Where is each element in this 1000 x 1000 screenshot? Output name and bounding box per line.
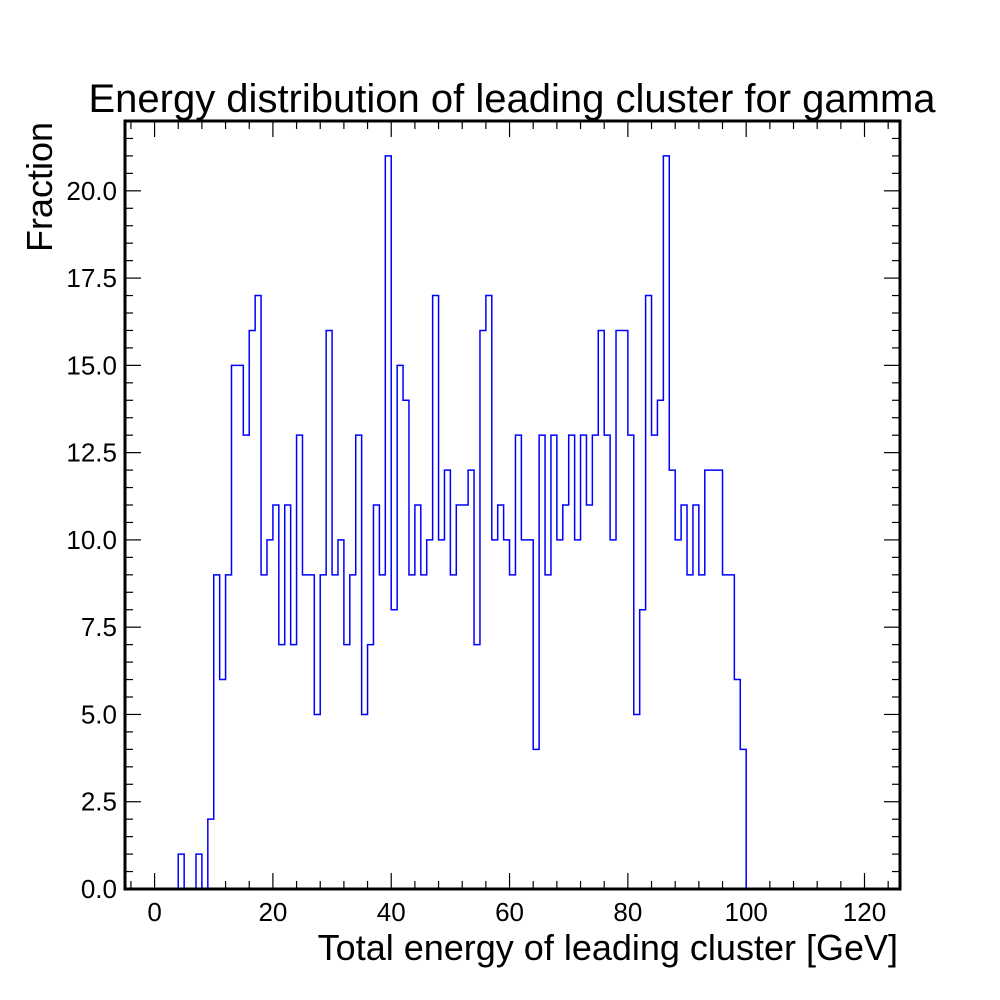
x-tick-label: 0 [147,897,161,927]
x-tick-label: 80 [613,897,642,927]
x-tick-label: 100 [724,897,767,927]
y-tick-label: 0.0 [81,874,117,904]
axis-ticks [125,120,900,890]
y-tick-label: 20.0 [66,176,117,206]
plot-frame [123,119,902,891]
chart-title: Energy distribution of leading cluster f… [88,77,936,121]
y-tick-label: 7.5 [81,612,117,642]
y-tick-label: 12.5 [66,438,117,468]
x-tick-label: 120 [843,897,886,927]
x-tick-label: 20 [258,897,287,927]
y-tick-label: 2.5 [81,787,117,817]
y-tick-label: 10.0 [66,525,117,555]
y-tick-label: 5.0 [81,699,117,729]
histogram-step-line [154,155,753,890]
tick-labels: 0 20 40 60 80 100 120 0.0 2.5 5.0 7.5 10.0 12.5 15.0 1… [66,176,886,927]
x-tick-label: 60 [495,897,524,927]
y-axis-label: Fraction [19,122,60,252]
y-tick-label: 15.0 [66,350,117,380]
x-axis-label: Total energy of leading cluster [GeV] [318,927,898,968]
y-tick-label: 17.5 [66,263,117,293]
x-tick-label: 40 [377,897,406,927]
